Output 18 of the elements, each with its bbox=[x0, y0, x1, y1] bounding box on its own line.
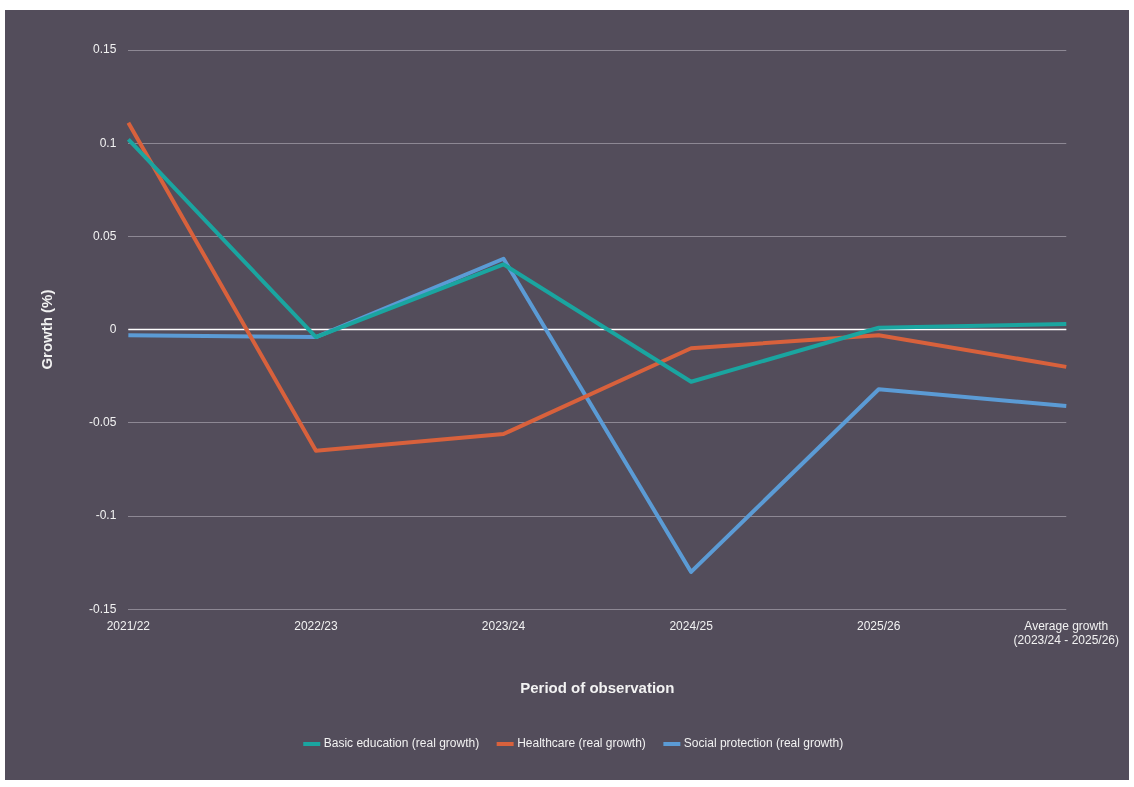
x-tick-label: 2024/25 bbox=[669, 618, 714, 633]
y-tick-label: 0.15 bbox=[92, 42, 117, 57]
x-axis-title: Period of observation bbox=[520, 679, 675, 697]
x-tick-label: 2025/26 bbox=[857, 618, 901, 633]
y-tick-label: -0.1 bbox=[95, 508, 117, 523]
y-tick-label: 0.05 bbox=[92, 228, 117, 243]
legend-label: Social protection (real growth) bbox=[683, 736, 844, 751]
x-tick-label: 2021/22 bbox=[106, 618, 151, 633]
x-tick-label: Average growth (2023/24 - 2025/26) bbox=[1013, 618, 1120, 648]
x-tick-label: 2023/24 bbox=[481, 618, 526, 633]
legend-label: Healthcare (real growth) bbox=[517, 736, 646, 751]
legend-label: Basic education (real growth) bbox=[323, 736, 480, 751]
y-axis-title: Growth (%) bbox=[38, 289, 56, 370]
y-tick-label: -0.05 bbox=[88, 415, 117, 430]
y-tick-label: -0.15 bbox=[88, 601, 117, 616]
y-tick-label: 0.1 bbox=[99, 135, 117, 150]
y-tick-label: 0 bbox=[109, 321, 117, 336]
x-tick-label: 2022/23 bbox=[294, 618, 338, 633]
